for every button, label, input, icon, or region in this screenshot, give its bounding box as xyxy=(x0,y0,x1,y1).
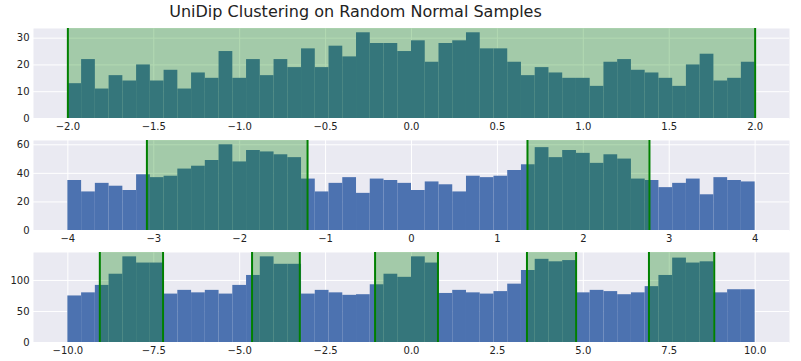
svg-text:0.5: 0.5 xyxy=(489,121,505,132)
svg-text:20: 20 xyxy=(17,59,30,70)
svg-text:0: 0 xyxy=(23,113,29,124)
svg-text:30: 30 xyxy=(17,32,30,43)
svg-text:−2.5: −2.5 xyxy=(313,345,337,356)
svg-text:−2.0: −2.0 xyxy=(56,121,80,132)
svg-text:60: 60 xyxy=(17,139,30,150)
svg-text:−1.0: −1.0 xyxy=(228,121,252,132)
svg-text:0.0: 0.0 xyxy=(404,345,420,356)
svg-text:100: 100 xyxy=(10,275,29,286)
svg-text:4: 4 xyxy=(752,233,758,244)
svg-text:−1.5: −1.5 xyxy=(142,121,166,132)
svg-text:3: 3 xyxy=(666,233,672,244)
svg-text:−3: −3 xyxy=(146,233,161,244)
svg-text:50: 50 xyxy=(17,306,30,317)
svg-text:5.0: 5.0 xyxy=(575,345,591,356)
svg-text:0: 0 xyxy=(23,337,29,348)
svg-text:−1: −1 xyxy=(318,233,333,244)
svg-text:1.5: 1.5 xyxy=(661,121,677,132)
svg-text:20: 20 xyxy=(17,196,30,207)
svg-text:0: 0 xyxy=(23,225,29,236)
svg-text:1.0: 1.0 xyxy=(575,121,591,132)
svg-text:0: 0 xyxy=(408,233,414,244)
svg-text:10: 10 xyxy=(17,86,30,97)
svg-text:−0.5: −0.5 xyxy=(313,121,337,132)
svg-text:40: 40 xyxy=(17,168,30,179)
svg-text:−10.0: −10.0 xyxy=(53,345,84,356)
svg-text:−7.5: −7.5 xyxy=(142,345,166,356)
svg-text:−5.0: −5.0 xyxy=(228,345,252,356)
svg-text:−2: −2 xyxy=(232,233,247,244)
svg-text:2.0: 2.0 xyxy=(747,121,763,132)
svg-text:−4: −4 xyxy=(60,233,75,244)
svg-text:7.5: 7.5 xyxy=(661,345,677,356)
svg-text:10.0: 10.0 xyxy=(744,345,766,356)
svg-text:2.5: 2.5 xyxy=(489,345,505,356)
svg-text:1: 1 xyxy=(494,233,500,244)
svg-text:2: 2 xyxy=(580,233,586,244)
svg-text:0.0: 0.0 xyxy=(404,121,420,132)
html-text:UniDip Clustering on Random No: UniDip Clustering on Random Normal Sampl… xyxy=(169,2,542,21)
